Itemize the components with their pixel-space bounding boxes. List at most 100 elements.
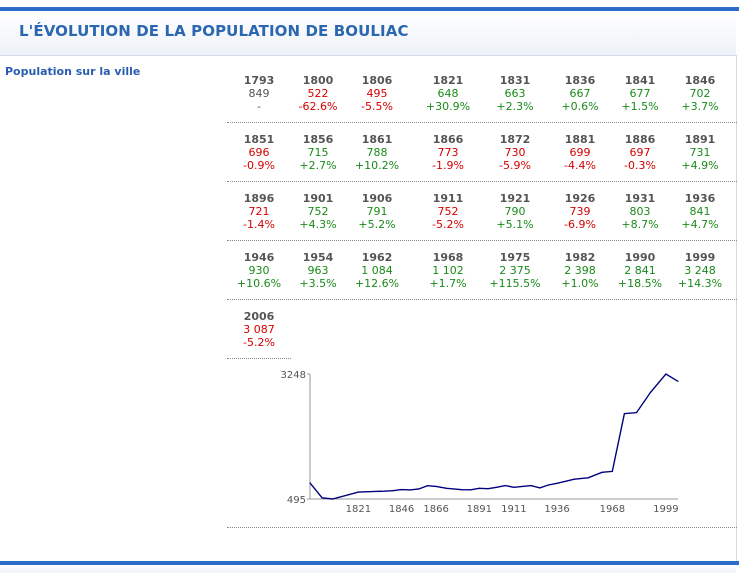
census-cell: 1975 2 375 +115.5% <box>483 251 547 290</box>
population-value: 721 <box>248 205 270 218</box>
census-cell: 1851 696 -0.9% <box>227 133 291 172</box>
change-percent: +5.1% <box>496 218 534 231</box>
data-point <box>461 489 463 491</box>
data-point <box>649 391 651 394</box>
header-top-rule <box>0 7 739 11</box>
census-year: 1999 <box>684 251 716 264</box>
census-year: 1962 <box>361 251 393 264</box>
change-percent: -5.2% <box>432 218 464 231</box>
chart-bottom-separator <box>227 527 737 528</box>
data-point <box>357 491 359 493</box>
change-percent: +10.2% <box>354 159 400 172</box>
population-value: 663 <box>504 87 526 100</box>
census-year: 1872 <box>499 133 531 146</box>
population-value: 739 <box>569 205 591 218</box>
x-tick-label: 1846 <box>389 504 414 515</box>
title-bar <box>0 11 736 56</box>
row-separator <box>227 358 291 359</box>
population-value: 963 <box>307 264 329 277</box>
data-point <box>665 373 667 375</box>
change-percent: +10.6% <box>236 277 282 290</box>
data-point <box>445 487 448 489</box>
data-point <box>587 477 589 479</box>
change-percent: +30.9% <box>425 100 471 113</box>
population-value: 2 841 <box>624 264 656 277</box>
change-percent: -5.2% <box>243 336 275 349</box>
data-point <box>611 470 613 473</box>
census-cell: 1946 930 +10.6% <box>227 251 291 290</box>
data-point <box>375 490 377 492</box>
data-point <box>495 486 498 488</box>
population-value: 841 <box>689 205 711 218</box>
x-tick-label: 1999 <box>653 504 678 515</box>
census-year: 1968 <box>432 251 464 264</box>
change-percent: +18.5% <box>617 277 663 290</box>
census-cell: 1982 2 398 +1.0% <box>548 251 612 290</box>
population-value: 699 <box>569 146 591 159</box>
change-percent: - <box>257 100 261 113</box>
census-cell: 1990 2 841 +18.5% <box>608 251 672 290</box>
page-title: L'ÉVOLUTION DE LA POPULATION DE BOULIAC <box>19 22 409 40</box>
census-cell: 1841 677 +1.5% <box>608 74 672 113</box>
census-cell: 1921 790 +5.1% <box>483 192 547 231</box>
population-value: 803 <box>629 205 651 218</box>
row-separator <box>227 299 737 300</box>
census-year: 1896 <box>243 192 275 205</box>
census-cell: 1906 791 +5.2% <box>345 192 409 231</box>
population-value: 773 <box>437 146 459 159</box>
change-percent: -1.9% <box>432 159 464 172</box>
change-percent: +4.3% <box>299 218 337 231</box>
data-point <box>504 484 506 487</box>
change-percent: +0.6% <box>561 100 599 113</box>
census-year: 1793 <box>243 74 275 87</box>
data-point <box>635 411 638 414</box>
census-year: 1831 <box>499 74 531 87</box>
census-cell: 1911 752 -5.2% <box>416 192 480 231</box>
change-percent: -5.5% <box>361 100 393 113</box>
census-cell: 1872 730 -5.9% <box>483 133 547 172</box>
census-cell: 1931 803 +8.7% <box>608 192 672 231</box>
census-cell: 1886 697 -0.3% <box>608 133 672 172</box>
data-point <box>478 487 480 489</box>
change-percent: -0.9% <box>243 159 275 172</box>
change-percent: +2.3% <box>496 100 534 113</box>
population-value: 2 375 <box>499 264 531 277</box>
data-point <box>309 482 311 484</box>
population-line-chart: 495 3248 1821 1846 1866 1891 1911 1936 1968 1999 <box>281 370 679 515</box>
population-value: 791 <box>366 205 388 218</box>
data-point <box>470 489 472 491</box>
data-point <box>677 380 679 382</box>
table-row: 1793 849-1800 522 -62.6% 1806 495 -5.5% 1821 648… <box>227 74 719 124</box>
x-tick-label: 1968 <box>600 504 625 515</box>
change-percent: +1.0% <box>561 277 599 290</box>
data-point <box>321 497 323 499</box>
census-year: 1856 <box>302 133 334 146</box>
population-value: 715 <box>307 146 329 159</box>
census-year: 1841 <box>624 74 656 87</box>
population-value: 522 <box>307 87 329 100</box>
census-year: 1982 <box>564 251 596 264</box>
census-cell: 1891 731 +4.9% <box>668 133 732 172</box>
data-point <box>331 498 334 500</box>
x-tick-label: 1821 <box>346 504 371 515</box>
census-cell: 1901 752 +4.3% <box>286 192 350 231</box>
data-point <box>487 488 489 490</box>
change-percent: +3.5% <box>299 277 337 290</box>
census-cell: 1936 841 +4.7% <box>668 192 732 231</box>
change-percent: +4.7% <box>681 218 719 231</box>
population-value: 1 102 <box>432 264 464 277</box>
census-year: 1921 <box>499 192 531 205</box>
change-percent: -5.9% <box>499 159 531 172</box>
population-value: 1 084 <box>361 264 393 277</box>
change-percent: +115.5% <box>489 277 541 290</box>
population-value: 697 <box>629 146 651 159</box>
census-year: 1806 <box>361 74 393 87</box>
census-year: 1911 <box>432 192 464 205</box>
census-cell: 1954 963 +3.5% <box>286 251 350 290</box>
census-year: 1846 <box>684 74 716 87</box>
data-point <box>392 490 394 492</box>
change-percent: -4.4% <box>564 159 596 172</box>
table-row: 1896 721 -1.4% 1901 752 +4.3% 1906 791 +5.2% 1911… <box>227 192 719 242</box>
population-section-label: Population sur la ville <box>5 65 141 78</box>
population-value: 849 <box>248 87 270 100</box>
